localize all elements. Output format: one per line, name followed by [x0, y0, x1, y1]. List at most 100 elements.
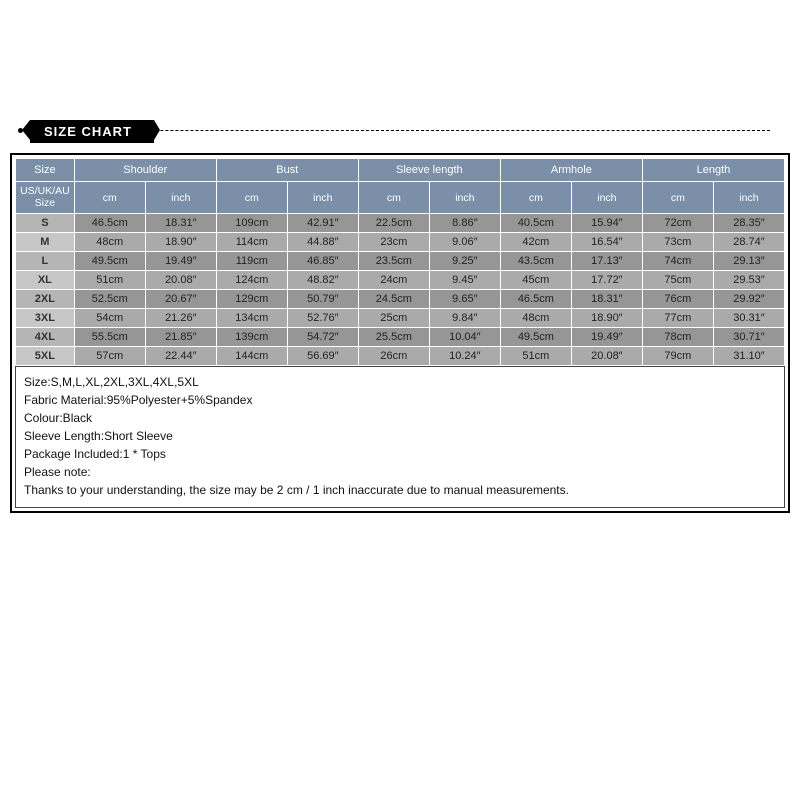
size-table: Size Shoulder Bust Sleeve length Armhole…	[15, 158, 785, 366]
note-line: Thanks to your understanding, the size m…	[24, 481, 776, 499]
cell-value: 10.24″	[429, 347, 500, 366]
cell-value: 49.5cm	[74, 252, 145, 271]
cell-value: 9.25″	[429, 252, 500, 271]
cell-value: 18.90″	[145, 233, 216, 252]
cell-value: 48.82″	[287, 271, 358, 290]
cell-value: 19.49″	[145, 252, 216, 271]
col-bust: Bust	[216, 159, 358, 182]
cell-value: 46.5cm	[74, 214, 145, 233]
cell-value: 21.26″	[145, 309, 216, 328]
table-row: 5XL57cm22.44″144cm56.69″26cm10.24″51cm20…	[16, 347, 785, 366]
product-notes: Size:S,M,L,XL,2XL,3XL,4XL,5XLFabric Mate…	[15, 366, 785, 508]
cell-value: 48cm	[74, 233, 145, 252]
cell-value: 74cm	[642, 252, 713, 271]
cell-value: 23cm	[358, 233, 429, 252]
cell-value: 57cm	[74, 347, 145, 366]
cell-value: 29.92″	[713, 290, 784, 309]
cell-value: 124cm	[216, 271, 287, 290]
cell-value: 20.08″	[145, 271, 216, 290]
sub-armhole-inch: inch	[571, 182, 642, 214]
cell-value: 9.45″	[429, 271, 500, 290]
note-line: Package Included:1 * Tops	[24, 445, 776, 463]
cell-value: 75cm	[642, 271, 713, 290]
cell-value: 24.5cm	[358, 290, 429, 309]
cell-value: 23.5cm	[358, 252, 429, 271]
cell-value: 46.85″	[287, 252, 358, 271]
cell-value: 72cm	[642, 214, 713, 233]
table-row: XL51cm20.08″124cm48.82″24cm9.45″45cm17.7…	[16, 271, 785, 290]
cell-value: 78cm	[642, 328, 713, 347]
cell-value: 18.90″	[571, 309, 642, 328]
cell-size: M	[16, 233, 75, 252]
cell-value: 43.5cm	[500, 252, 571, 271]
cell-value: 54.72″	[287, 328, 358, 347]
cell-value: 9.06″	[429, 233, 500, 252]
cell-value: 18.31″	[571, 290, 642, 309]
note-line: Size:S,M,L,XL,2XL,3XL,4XL,5XL	[24, 373, 776, 391]
sub-length-cm: cm	[642, 182, 713, 214]
banner-label: SIZE CHART	[30, 120, 154, 143]
table-row: 2XL52.5cm20.67″129cm50.79″24.5cm9.65″46.…	[16, 290, 785, 309]
cell-value: 42cm	[500, 233, 571, 252]
cell-value: 16.54″	[571, 233, 642, 252]
sub-length-inch: inch	[713, 182, 784, 214]
table-row: L49.5cm19.49″119cm46.85″23.5cm9.25″43.5c…	[16, 252, 785, 271]
cell-value: 45cm	[500, 271, 571, 290]
cell-value: 8.86″	[429, 214, 500, 233]
table-row: 3XL54cm21.26″134cm52.76″25cm9.84″48cm18.…	[16, 309, 785, 328]
cell-value: 129cm	[216, 290, 287, 309]
cell-value: 10.04″	[429, 328, 500, 347]
cell-value: 30.31″	[713, 309, 784, 328]
cell-value: 56.69″	[287, 347, 358, 366]
size-chart-document: SIZE CHART Size Shoulder Bust Sleeve len…	[0, 0, 800, 513]
cell-value: 134cm	[216, 309, 287, 328]
cell-value: 19.49″	[571, 328, 642, 347]
cell-value: 29.53″	[713, 271, 784, 290]
table-row: M48cm18.90″114cm44.88″23cm9.06″42cm16.54…	[16, 233, 785, 252]
size-corner-label: US/UK/AU Size	[16, 182, 75, 214]
col-shoulder: Shoulder	[74, 159, 216, 182]
note-line: Please note:	[24, 463, 776, 481]
cell-value: 109cm	[216, 214, 287, 233]
cell-value: 25cm	[358, 309, 429, 328]
cell-size: 4XL	[16, 328, 75, 347]
cell-value: 77cm	[642, 309, 713, 328]
cell-value: 26cm	[358, 347, 429, 366]
cell-value: 25.5cm	[358, 328, 429, 347]
cell-value: 139cm	[216, 328, 287, 347]
cell-size: S	[16, 214, 75, 233]
cell-value: 50.79″	[287, 290, 358, 309]
col-size: Size	[16, 159, 75, 182]
cell-size: XL	[16, 271, 75, 290]
cell-size: L	[16, 252, 75, 271]
note-line: Fabric Material:95%Polyester+5%Spandex	[24, 391, 776, 409]
cell-value: 73cm	[642, 233, 713, 252]
sub-bust-cm: cm	[216, 182, 287, 214]
cell-value: 20.67″	[145, 290, 216, 309]
header-row-main: Size Shoulder Bust Sleeve length Armhole…	[16, 159, 785, 182]
cell-value: 22.44″	[145, 347, 216, 366]
cell-value: 42.91″	[287, 214, 358, 233]
cell-value: 18.31″	[145, 214, 216, 233]
banner-wrap: SIZE CHART	[0, 120, 800, 143]
cell-value: 30.71″	[713, 328, 784, 347]
cell-value: 15.94″	[571, 214, 642, 233]
cell-size: 3XL	[16, 309, 75, 328]
cell-value: 51cm	[500, 347, 571, 366]
col-sleeve-length: Sleeve length	[358, 159, 500, 182]
cell-value: 24cm	[358, 271, 429, 290]
cell-size: 5XL	[16, 347, 75, 366]
cell-value: 9.84″	[429, 309, 500, 328]
cell-value: 52.5cm	[74, 290, 145, 309]
col-armhole: Armhole	[500, 159, 642, 182]
sub-sleeve-inch: inch	[429, 182, 500, 214]
cell-value: 22.5cm	[358, 214, 429, 233]
cell-value: 55.5cm	[74, 328, 145, 347]
cell-value: 76cm	[642, 290, 713, 309]
sub-sleeve-cm: cm	[358, 182, 429, 214]
cell-value: 20.08″	[571, 347, 642, 366]
sub-shoulder-inch: inch	[145, 182, 216, 214]
cell-value: 40.5cm	[500, 214, 571, 233]
cell-value: 31.10″	[713, 347, 784, 366]
cell-value: 17.13″	[571, 252, 642, 271]
